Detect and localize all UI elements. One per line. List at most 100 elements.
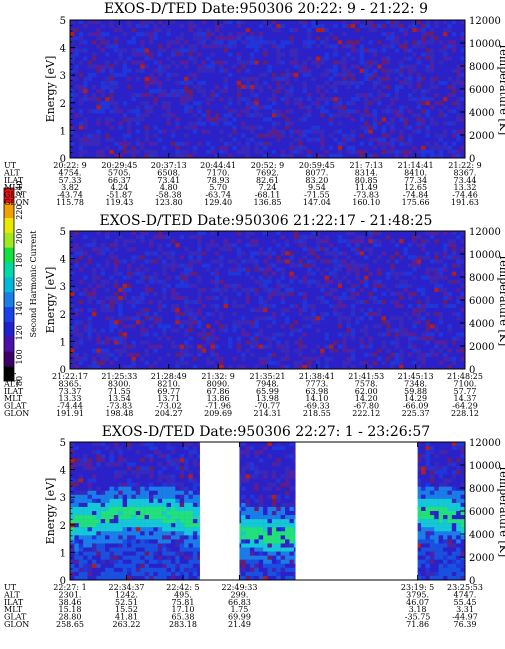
heatmap-cell [403,48,409,53]
heatmap-cell [135,117,141,122]
heatmap-cell [254,48,259,53]
heatmap-cell [337,44,343,49]
heatmap-cell [236,324,242,329]
heatmap-cell [166,141,172,147]
heatmap-cell [241,93,246,98]
heatmap-cell [100,48,106,53]
heatmap-cell [228,76,233,82]
heatmap-cell [122,97,128,102]
heatmap-cell [74,89,79,94]
heatmap-cell [162,235,167,240]
heatmap-cell [249,300,255,305]
heatmap-cell [113,125,119,130]
heatmap-cell [166,68,172,73]
heatmap-cell [135,97,141,102]
heatmap-cell [337,28,343,33]
heatmap-cell [118,308,123,313]
heatmap-cell [78,263,84,268]
heatmap-cell [447,133,453,138]
heatmap-cell [447,141,453,147]
heatmap-cell [214,263,220,268]
heatmap-cell [285,316,290,321]
heatmap-cell [386,153,391,159]
heatmap-cell [289,267,295,272]
table-cell: 11.49 [355,183,378,192]
heatmap-cell [74,328,79,333]
heatmap-cell [355,125,360,130]
heatmap-cell [399,121,404,126]
heatmap-cell [144,48,150,53]
heatmap-cell [170,24,176,29]
table-cell: -74.84 [403,191,429,200]
heatmap-cell [285,76,290,82]
heatmap-cell [324,141,330,147]
heatmap-cell [403,153,409,159]
heatmap-cell [271,121,277,126]
heatmap-cell [197,328,202,333]
heatmap-cell [149,235,154,240]
heatmap-cell [328,64,334,69]
heatmap-cell [307,153,312,159]
heatmap-cell [232,304,237,309]
heatmap-cell [271,279,277,284]
heatmap-cell [289,84,295,90]
heatmap-cell [320,80,325,86]
heatmap-cell [425,89,431,94]
heatmap-cell [271,84,277,90]
heatmap-cell [83,304,88,309]
heatmap-cell [166,291,172,297]
heatmap-cell [372,24,378,29]
heatmap-cell [223,275,229,280]
heatmap-cell [254,324,259,329]
heatmap-cell [425,20,431,25]
heatmap-cell [285,340,290,345]
heatmap-cell [223,316,229,321]
heatmap-cell [280,36,286,41]
heatmap-cell [381,32,387,37]
panel-1-y2label: Temperature [K] [497,43,505,135]
heatmap-cell [74,113,79,118]
heatmap-cell [157,149,163,155]
heatmap-cell [78,141,84,147]
heatmap-cell [460,64,466,69]
heatmap-cell [302,44,308,49]
heatmap-cell [188,348,194,353]
heatmap-cell [254,328,259,333]
heatmap-cell [355,89,360,94]
heatmap-cell [245,153,251,159]
heatmap-cell [302,105,308,110]
heatmap-cell [298,76,303,82]
heatmap-cell [421,129,426,134]
heatmap-cell [197,44,202,49]
heatmap-cell [337,24,343,29]
heatmap-cell [214,300,220,305]
heatmap-cell [197,105,202,110]
heatmap-cell [166,243,172,248]
heatmap-cell [113,89,119,94]
heatmap-cell [280,263,286,268]
heatmap-cell [346,36,352,41]
heatmap-cell [166,80,172,86]
heatmap-cell [241,76,246,82]
heatmap-cell [249,239,255,244]
heatmap-cell [447,56,453,61]
heatmap-cell [320,32,325,37]
heatmap-cell [83,109,88,114]
heatmap-cell [78,153,84,159]
heatmap-cell [166,324,172,329]
heatmap-cell [421,20,426,25]
heatmap-cell [416,24,422,29]
heatmap-cell [315,89,321,94]
heatmap-cell [271,36,277,41]
heatmap-cell [438,84,444,90]
heatmap-cell [219,24,224,29]
heatmap-cell [342,20,347,25]
heatmap-cell [407,56,413,61]
heatmap-cell [192,287,198,293]
heatmap-cell [118,80,123,86]
heatmap-cell [412,84,417,90]
heatmap-cell [447,145,453,151]
heatmap-cell [157,24,163,29]
heatmap-cell [228,332,233,337]
heatmap-cell [70,60,75,65]
